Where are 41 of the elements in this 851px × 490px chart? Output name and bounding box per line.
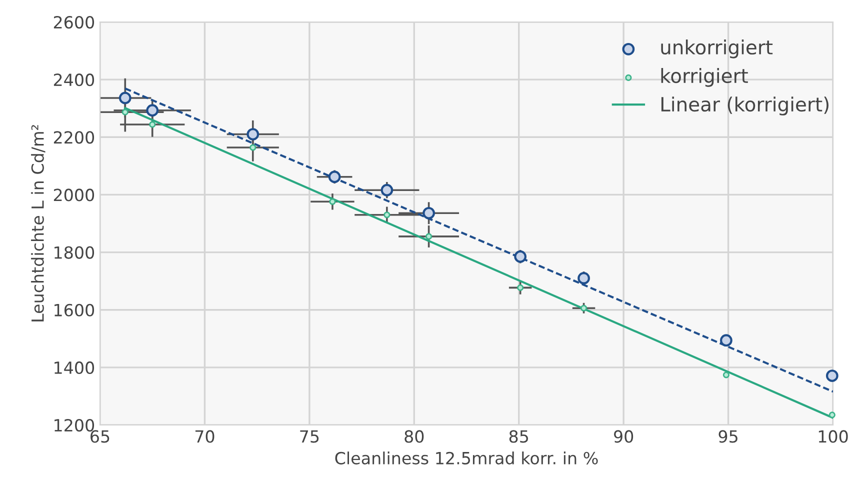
y-tick-label: 1800 bbox=[54, 246, 94, 259]
x-tick-label: 70 bbox=[195, 430, 214, 443]
point bbox=[578, 272, 590, 284]
point bbox=[720, 334, 732, 347]
point bbox=[246, 128, 260, 140]
point bbox=[426, 233, 432, 240]
x-tick-label: 85 bbox=[509, 430, 528, 443]
point bbox=[122, 108, 128, 116]
point bbox=[514, 250, 527, 263]
point bbox=[146, 104, 159, 117]
point bbox=[828, 412, 836, 418]
legend-label: korrigiert bbox=[661, 68, 748, 87]
y-axis-title: Leuchtdichte L in Cd/m² bbox=[31, 125, 46, 322]
point bbox=[517, 284, 524, 291]
x-tick-label: 100 bbox=[818, 430, 848, 443]
y-tick-label: 1400 bbox=[54, 361, 94, 374]
x-tick-label: 75 bbox=[300, 430, 319, 443]
point bbox=[422, 206, 435, 220]
y-tick-label: 2600 bbox=[54, 16, 94, 29]
y-tick-label: 2400 bbox=[54, 74, 94, 86]
point bbox=[826, 370, 838, 382]
y-tick-label: 1200 bbox=[54, 418, 94, 432]
point bbox=[328, 170, 341, 184]
y-tick-label: 1600 bbox=[54, 304, 94, 316]
x-tick-label: 95 bbox=[718, 430, 738, 443]
point bbox=[384, 212, 390, 218]
point bbox=[149, 121, 156, 128]
y-tick-label: 2200 bbox=[54, 131, 94, 144]
legend-label: unkorrigiert bbox=[661, 40, 773, 58]
legend-label: Linear (korrigiert) bbox=[661, 96, 828, 116]
x-axis-title: Cleanliness 12.5mrad korr. in % bbox=[335, 452, 598, 464]
point bbox=[580, 304, 588, 312]
point bbox=[118, 92, 132, 104]
x-tick-label: 65 bbox=[90, 430, 110, 443]
point bbox=[250, 144, 256, 151]
point bbox=[380, 184, 394, 196]
x-tick-label: 80 bbox=[404, 430, 424, 443]
point bbox=[722, 372, 730, 378]
point bbox=[329, 198, 336, 205]
y-tick-label: 2000 bbox=[54, 188, 94, 202]
x-tick-label: 90 bbox=[614, 430, 634, 443]
